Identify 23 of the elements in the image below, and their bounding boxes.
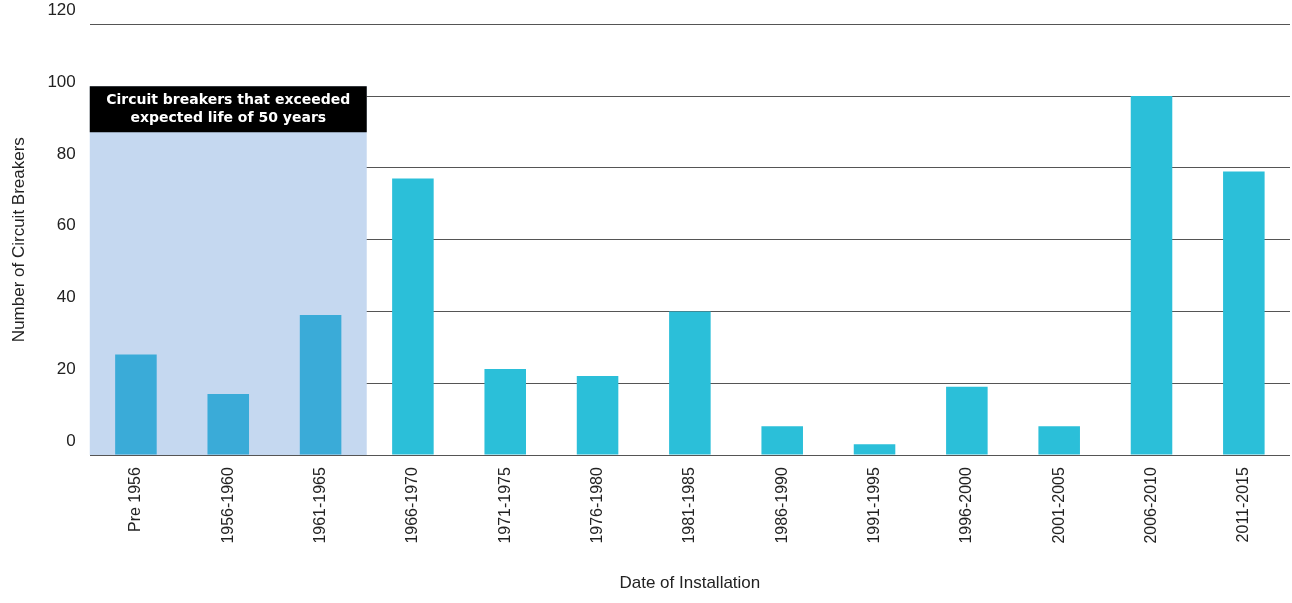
x-tick-label: 1986-1990 — [772, 466, 790, 544]
x-tick-label: 1991-1995 — [864, 466, 882, 544]
y-tick-label: 100 — [47, 71, 76, 91]
x-tick-label: 2006-2010 — [1141, 466, 1159, 544]
y-tick-label: 120 — [47, 0, 76, 19]
x-tick-label: 1966-1970 — [403, 466, 421, 544]
x-tick-label: 1956-1960 — [218, 466, 236, 544]
x-tick-label: 1961-1965 — [310, 466, 328, 544]
x-axis-title: Date of Installation — [619, 573, 761, 593]
band-label: Circuit breakers that exceeded expected life of 50 years — [106, 90, 351, 125]
y-tick-label: 40 — [56, 287, 76, 307]
y-tick-label: 60 — [56, 215, 76, 235]
x-tick-label: 1971-1975 — [495, 466, 513, 544]
x-tick-label: 1981-1985 — [680, 466, 698, 544]
x-tick-label: Pre 1956 — [126, 466, 144, 533]
y-axis-title: Number of Circuit Breakers — [8, 137, 28, 343]
y-tick-label: 80 — [56, 143, 76, 163]
x-tick-label: 1996-2000 — [957, 466, 975, 544]
x-tick-label: 2001-2005 — [1049, 466, 1067, 544]
y-tick-label: 0 — [66, 430, 76, 450]
y-tick-label: 20 — [56, 358, 76, 378]
x-tick-label: 1976-1980 — [587, 466, 605, 544]
x-tick-label: 2011-2015 — [1234, 466, 1252, 543]
